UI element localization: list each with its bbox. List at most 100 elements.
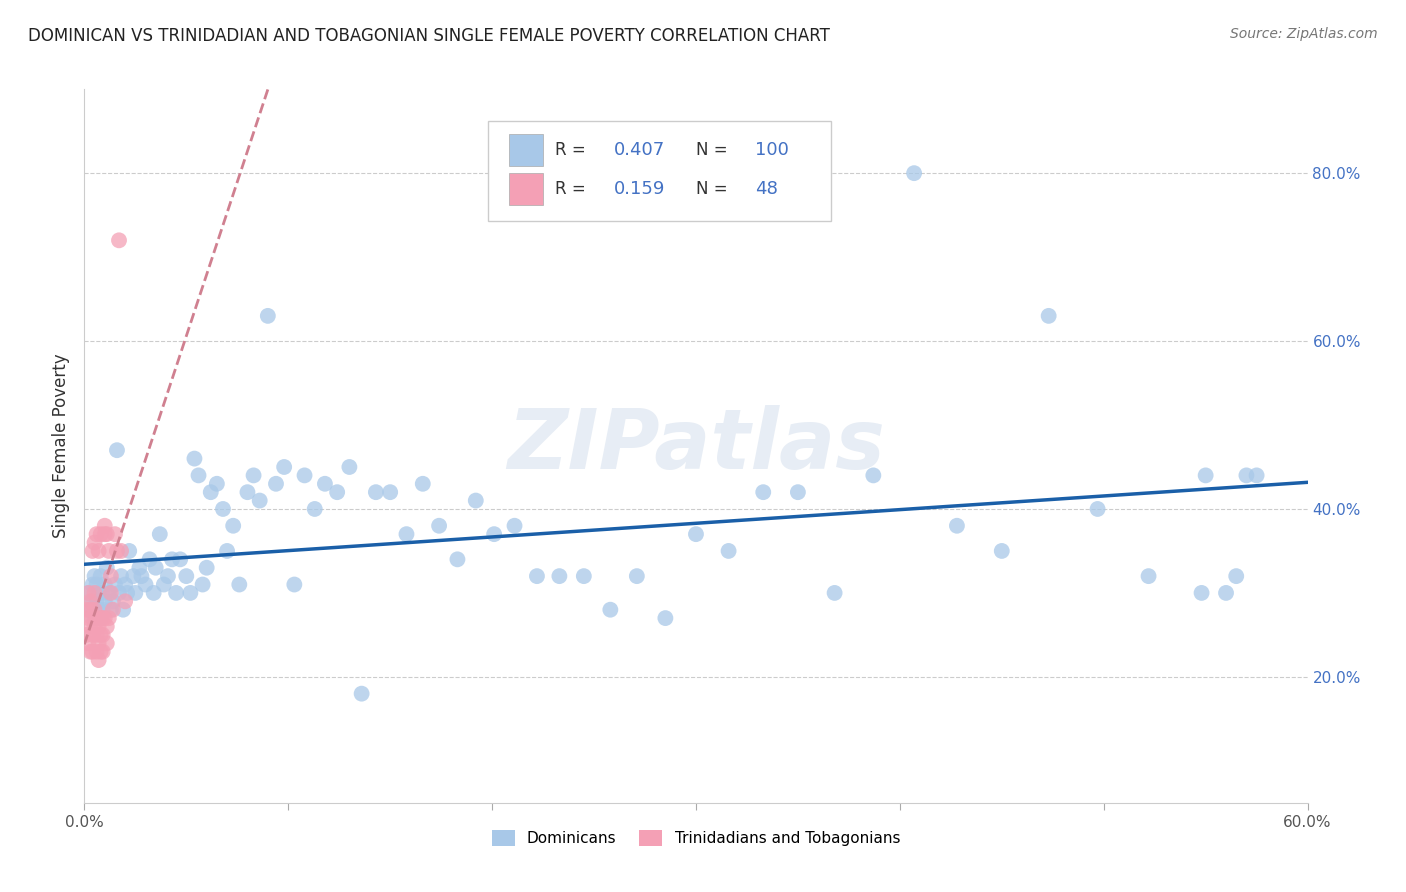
Point (191, 577, 214, 591)
Point (242, 468, 264, 483)
Point (991, 544, 1014, 558)
Point (179, 586, 201, 600)
Point (104, 527, 127, 541)
Point (83, 586, 105, 600)
Point (572, 569, 595, 583)
Point (114, 594, 136, 608)
Point (90, 569, 112, 583)
Point (599, 603, 621, 617)
Point (217, 544, 239, 558)
Point (105, 443, 128, 458)
Point (1195, 468, 1218, 483)
Point (82, 594, 104, 608)
Point (283, 577, 305, 591)
Point (110, 544, 132, 558)
Point (79, 603, 101, 617)
Point (82, 628, 104, 642)
Point (200, 485, 222, 500)
Point (79, 603, 101, 617)
Point (93, 518, 115, 533)
Point (83, 569, 105, 583)
Point (101, 594, 124, 608)
Point (87, 619, 110, 633)
Point (100, 603, 122, 617)
Point (83, 535, 105, 549)
Point (91, 628, 114, 642)
Point (118, 544, 141, 558)
Point (77, 611, 100, 625)
Point (87, 636, 110, 650)
Point (86, 645, 108, 659)
Point (90, 628, 112, 642)
Text: 0.159: 0.159 (614, 180, 665, 198)
Text: 100: 100 (755, 141, 789, 159)
FancyBboxPatch shape (488, 121, 831, 221)
Point (314, 476, 336, 491)
Point (91, 603, 114, 617)
Point (153, 577, 176, 591)
Text: N =: N = (696, 141, 733, 159)
Point (787, 485, 810, 500)
Point (91, 611, 114, 625)
Point (169, 552, 191, 566)
Point (364, 485, 387, 500)
Point (87, 544, 110, 558)
Point (115, 586, 138, 600)
Point (90, 527, 112, 541)
Point (205, 476, 228, 491)
Point (160, 552, 183, 566)
Point (142, 586, 165, 600)
Text: 48: 48 (755, 180, 778, 198)
Point (97, 544, 120, 558)
Point (108, 233, 131, 247)
Point (105, 544, 128, 558)
Point (138, 552, 160, 566)
Point (1225, 569, 1247, 583)
Point (97, 586, 120, 600)
Point (264, 476, 287, 491)
Point (96, 636, 118, 650)
FancyBboxPatch shape (509, 173, 543, 205)
Point (1191, 586, 1213, 600)
Point (257, 309, 280, 323)
Point (526, 569, 548, 583)
Text: R =: R = (555, 141, 592, 159)
Legend: Dominicans, Trinidadians and Tobagonians: Dominicans, Trinidadians and Tobagonians (485, 824, 907, 852)
Point (124, 586, 146, 600)
Point (1038, 309, 1060, 323)
Point (104, 577, 127, 591)
Point (249, 493, 271, 508)
Point (1215, 586, 1237, 600)
Point (717, 544, 740, 558)
Point (294, 468, 316, 483)
Point (1137, 569, 1160, 583)
Point (548, 569, 571, 583)
Text: 0.407: 0.407 (614, 141, 665, 159)
Point (187, 468, 209, 483)
Point (222, 518, 245, 533)
Point (446, 552, 468, 566)
Point (91, 645, 114, 659)
Point (174, 569, 197, 583)
Point (96, 527, 118, 541)
Point (86, 594, 108, 608)
Point (82, 611, 104, 625)
Point (86, 527, 108, 541)
Point (427, 518, 450, 533)
Point (304, 502, 326, 516)
Point (212, 502, 235, 516)
Point (273, 460, 295, 475)
Point (145, 560, 167, 574)
Point (112, 603, 135, 617)
Point (228, 577, 250, 591)
Point (90, 611, 112, 625)
Point (122, 569, 145, 583)
Point (90, 611, 112, 625)
Point (83, 611, 105, 625)
Point (82, 645, 104, 659)
Point (79, 594, 101, 608)
Point (626, 569, 648, 583)
Point (75, 603, 97, 617)
Point (75, 628, 97, 642)
Point (79, 619, 101, 633)
